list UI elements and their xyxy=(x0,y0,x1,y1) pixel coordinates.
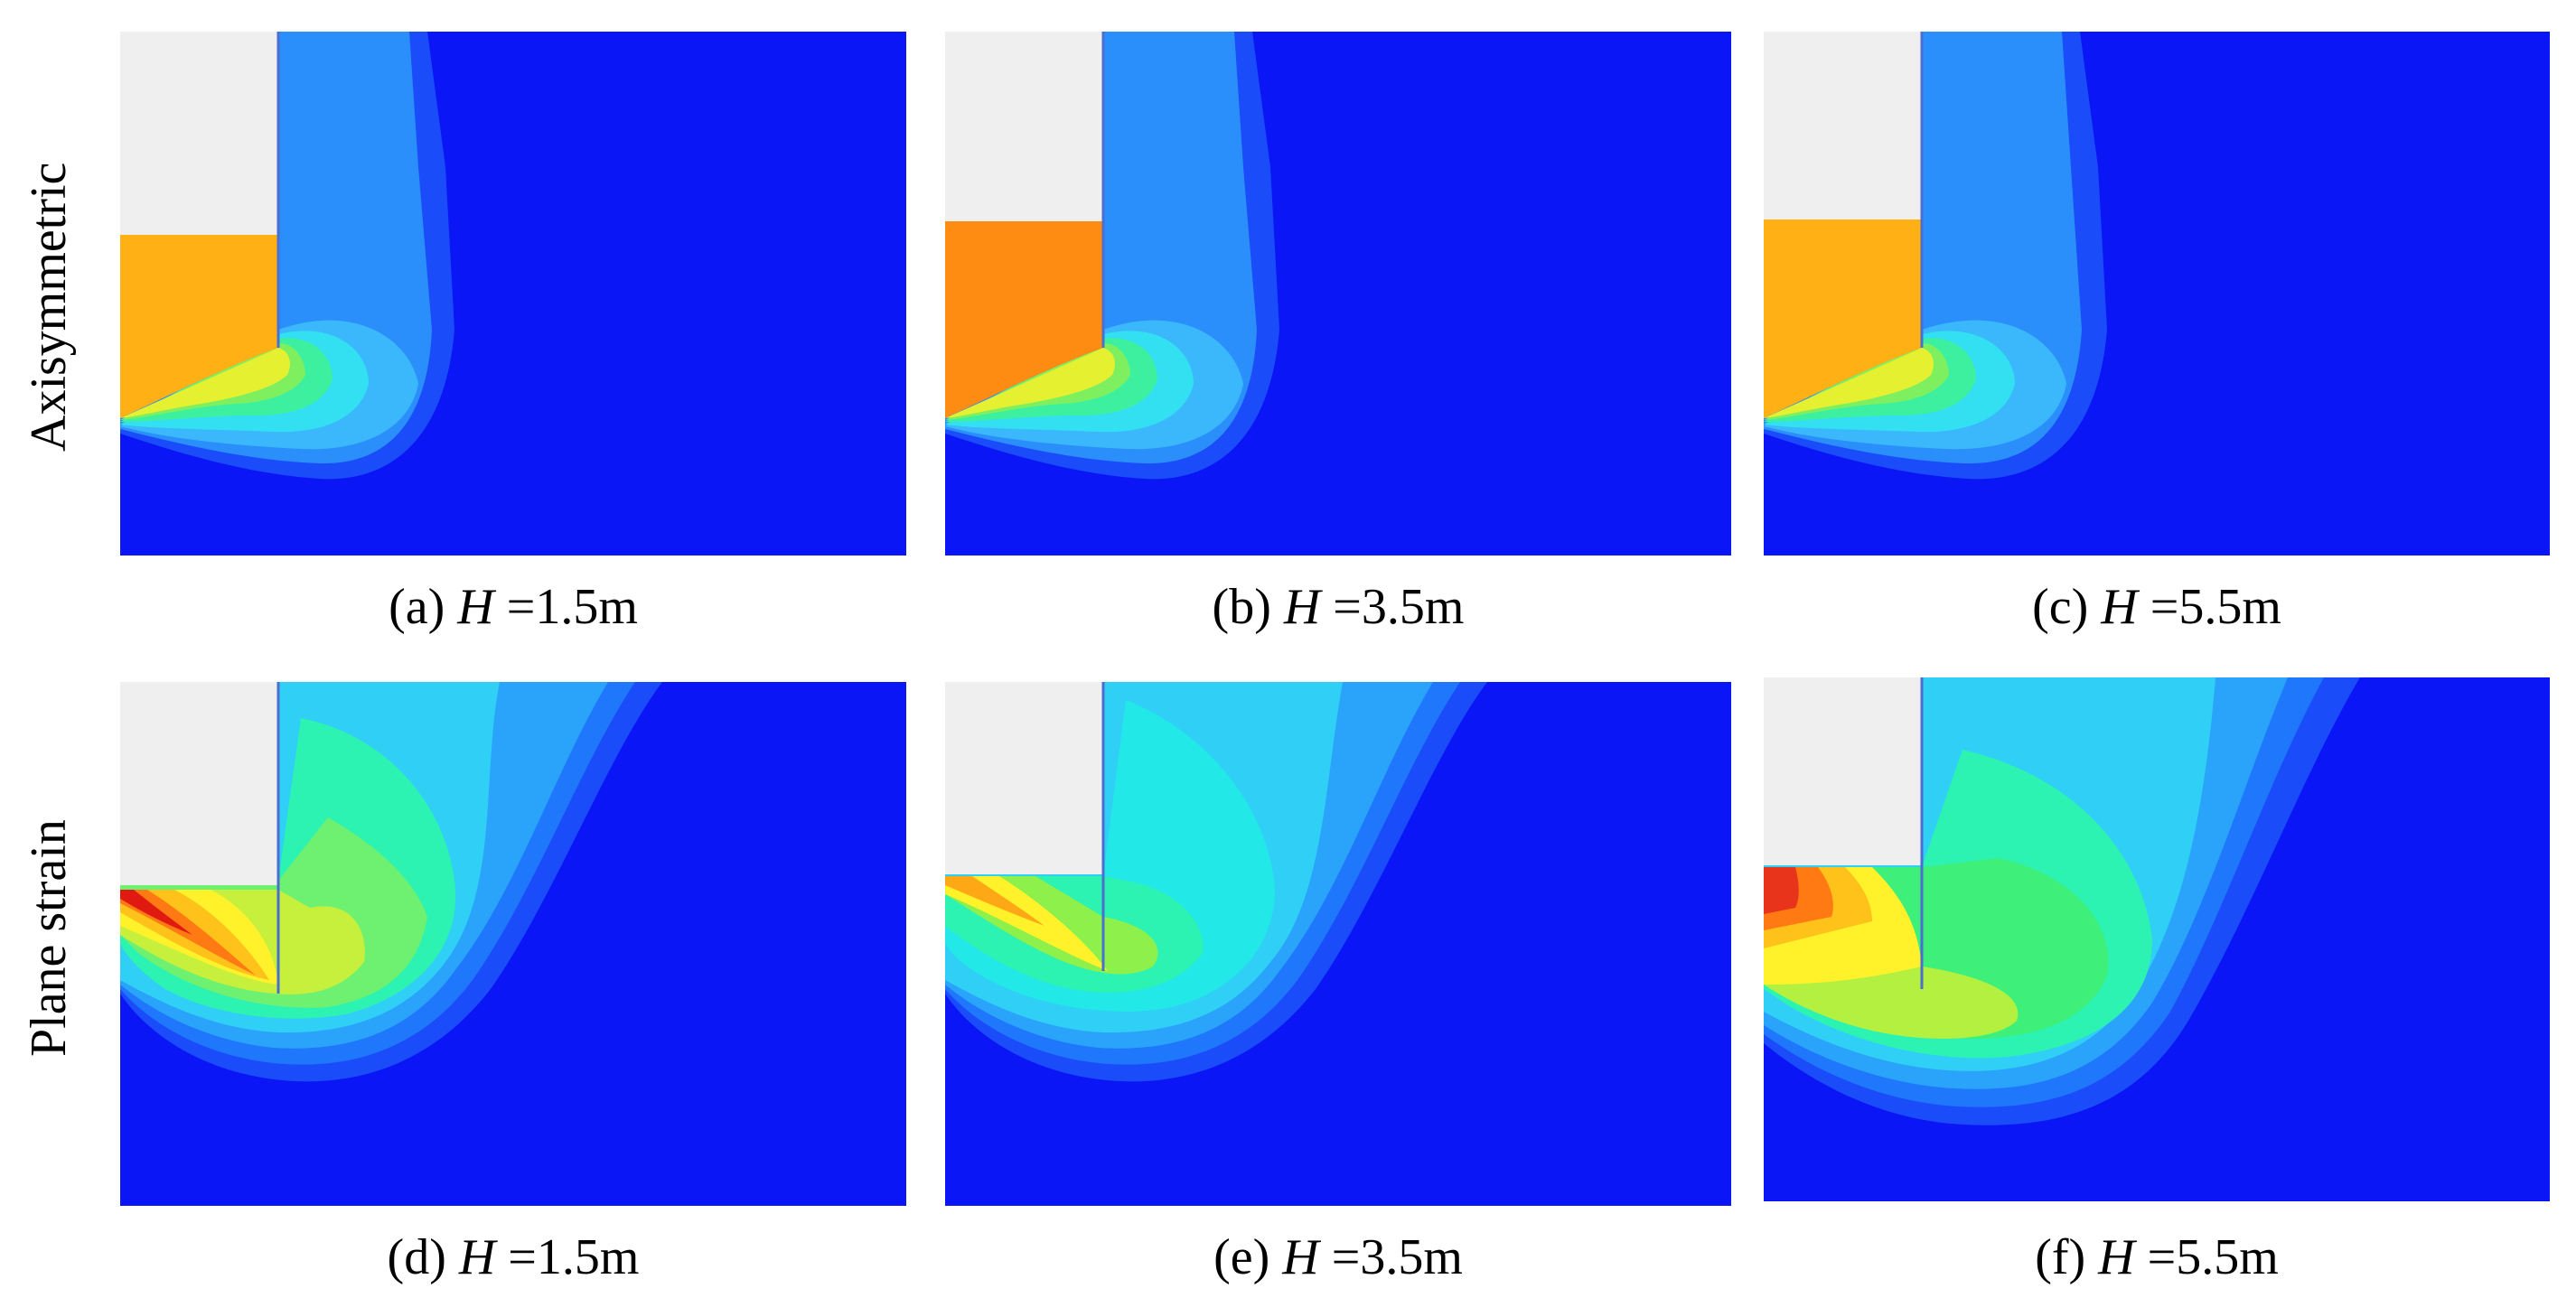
caption-a: (a) H =1.5m xyxy=(389,579,638,635)
contour-panel-d xyxy=(120,682,906,1206)
caption-e: (e) H =3.5m xyxy=(1213,1229,1463,1285)
row-label-axisymmetric: Axisymmetric xyxy=(21,162,77,452)
caption-f: (f) H =5.5m xyxy=(2035,1229,2279,1285)
row-label-plane-strain: Plane strain xyxy=(21,819,77,1057)
contour-panel-a xyxy=(120,32,906,555)
caption-b: (b) H =3.5m xyxy=(1212,579,1465,635)
contour-panel-c xyxy=(1764,32,2550,555)
contour-panel-b xyxy=(945,32,1731,555)
contour-panel-e xyxy=(945,682,1731,1206)
caption-d: (d) H =1.5m xyxy=(387,1229,640,1285)
caption-c: (c) H =5.5m xyxy=(2032,579,2281,635)
contour-panel-f xyxy=(1764,677,2550,1201)
